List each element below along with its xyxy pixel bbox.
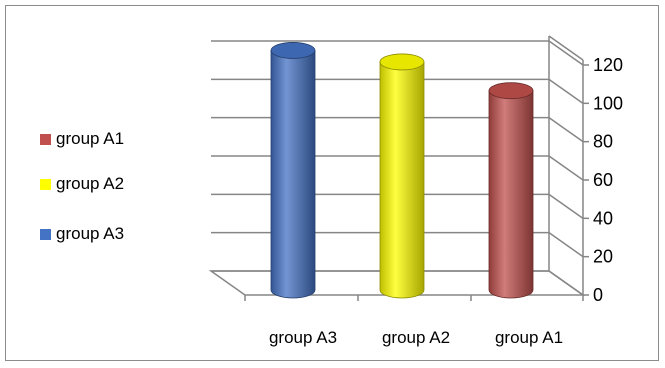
side-wall-top-edge	[549, 36, 583, 60]
x-axis-categories: group A3 group A2 group A1	[269, 328, 563, 347]
gridline-side	[549, 194, 583, 218]
y-tick-label: 40	[593, 208, 613, 228]
legend-swatch	[40, 134, 51, 145]
legend-swatch	[40, 179, 51, 190]
legend: group A1 group A2 group A3	[40, 129, 124, 243]
y-tick-label: 20	[593, 247, 613, 267]
y-tick-label: 120	[593, 55, 623, 75]
bar-group-a3	[271, 42, 315, 298]
gridline-side	[549, 271, 583, 295]
category-label: group A2	[382, 328, 450, 347]
legend-item: group A1	[40, 129, 124, 148]
category-label: group A1	[495, 328, 563, 347]
bars	[271, 42, 533, 298]
bar-top	[489, 83, 533, 99]
gridline-side	[549, 233, 583, 257]
chart-frame: 0 20 40 60 80 100 120 group A3 group A2 group A1…	[5, 5, 659, 361]
gridline-side	[549, 79, 583, 103]
legend-item: group A2	[40, 174, 124, 193]
bar-body	[380, 62, 424, 298]
gridline-side	[549, 156, 583, 180]
y-tick-label: 100	[593, 93, 623, 113]
bar-group-a2	[380, 54, 424, 298]
y-tick-label: 0	[593, 285, 603, 305]
gridline-side	[549, 118, 583, 142]
y-axis-ticks: 0 20 40 60 80 100 120	[593, 55, 623, 305]
gridline-side	[549, 41, 583, 65]
bar-group-a1	[489, 83, 533, 298]
legend-swatch	[40, 229, 51, 240]
bar-top	[271, 42, 315, 58]
bar-body	[489, 91, 533, 298]
bar-top	[380, 54, 424, 70]
legend-item: group A3	[40, 224, 124, 243]
category-label: group A3	[269, 328, 337, 347]
legend-label: group A1	[56, 129, 124, 148]
legend-label: group A3	[56, 224, 124, 243]
legend-label: group A2	[56, 174, 124, 193]
y-tick-label: 60	[593, 170, 613, 190]
bar-body	[271, 50, 315, 298]
y-tick-label: 80	[593, 132, 613, 152]
